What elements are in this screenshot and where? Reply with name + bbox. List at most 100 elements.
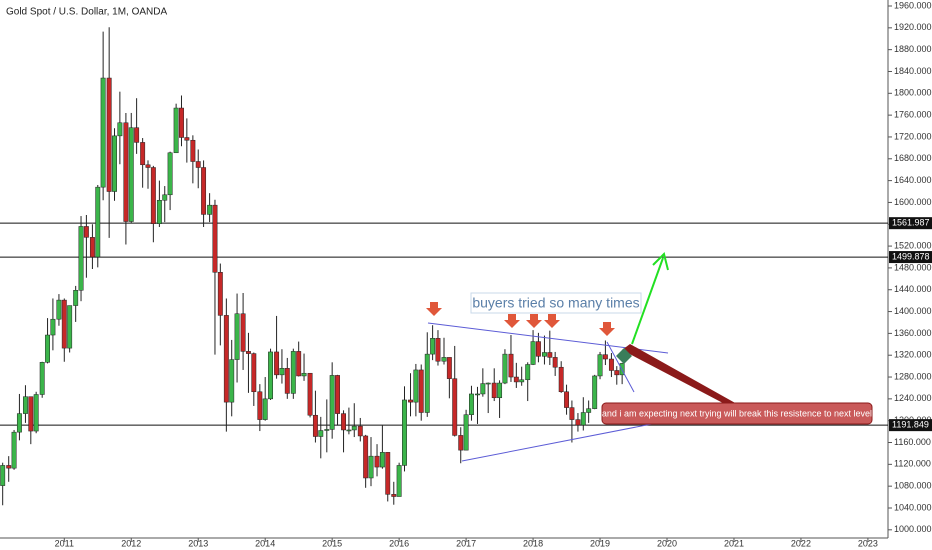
x-tick-label: 2018 [523, 538, 543, 548]
y-tick-label: 1640.000 [894, 175, 932, 185]
candle-body [430, 338, 436, 355]
y-tick-label: 1680.000 [894, 153, 932, 163]
candle-body [223, 315, 229, 403]
candle-body [28, 396, 34, 432]
candle-body [257, 391, 263, 420]
candle-body [251, 353, 257, 393]
candle-body [452, 378, 458, 436]
candle-body [268, 351, 274, 400]
candle-body [184, 137, 190, 141]
candle-body [324, 429, 330, 431]
candle-body [100, 77, 106, 188]
candle-body [123, 122, 129, 222]
y-tick-label: 1600.000 [894, 197, 932, 207]
candle-body [418, 369, 424, 413]
candle-body [207, 204, 213, 215]
candle-body [592, 375, 598, 409]
candle-body [458, 435, 464, 451]
candle-body [580, 412, 586, 426]
candle-body [217, 272, 223, 316]
annotation-text: and i am expecting next trying will brea… [602, 408, 872, 418]
price-label: 1191.849 [892, 420, 929, 430]
candle-body [402, 399, 407, 466]
candle-body [312, 414, 318, 437]
candle-body [45, 334, 50, 363]
candle-body [435, 338, 441, 362]
horizontal-lines: 1561.987 1499.878 1191.849 [0, 217, 932, 432]
candle-body [95, 186, 101, 258]
red-arrow [426, 302, 442, 316]
x-tick-label: 2016 [389, 538, 409, 548]
candle-body [296, 351, 302, 377]
candle-body [229, 359, 235, 403]
candle-body [368, 455, 374, 479]
red-arrow [526, 314, 542, 328]
y-tick-label: 1040.000 [894, 502, 932, 512]
candle-body [106, 77, 112, 192]
candle-body [586, 408, 592, 413]
candle-body [335, 375, 340, 414]
y-tick-label: 1960.000 [894, 0, 932, 10]
diamond-marker [616, 348, 632, 364]
candle-body [480, 383, 486, 395]
candle-body [525, 364, 531, 381]
support-trendline [461, 421, 663, 462]
candle-body [396, 465, 402, 497]
candle-body [469, 393, 474, 415]
candle-body [134, 127, 140, 143]
candle-body [112, 135, 117, 192]
candle-body [0, 465, 6, 486]
red-arrow [544, 314, 560, 328]
candle-body [351, 425, 357, 431]
candle-body [290, 351, 296, 394]
short-trendline [606, 341, 635, 393]
candle-body [408, 399, 413, 403]
y-tick-label: 1920.000 [894, 22, 932, 32]
candle-body [128, 127, 134, 222]
drawings: buyers tried so many times and i am expe… [426, 252, 873, 462]
candle-body [379, 452, 385, 468]
candle-body [542, 352, 547, 357]
candle-body [61, 299, 67, 349]
candle-body [50, 318, 56, 336]
y-tick-label: 1080.000 [894, 481, 932, 491]
candle-body [602, 354, 608, 360]
candle-body [33, 394, 39, 432]
candle-body [140, 142, 146, 166]
price-label-box [889, 251, 932, 264]
red-arrow [599, 322, 615, 336]
candle-body [446, 357, 452, 379]
x-tick-label: 2017 [456, 538, 476, 548]
candle-body [173, 107, 179, 154]
candle-body [363, 435, 369, 479]
candle-body [162, 194, 168, 201]
candle-body [547, 352, 553, 358]
price-label: 1561.987 [892, 218, 930, 228]
candle-body [614, 370, 620, 376]
y-tick-label: 1120.000 [894, 459, 931, 469]
candle-body [424, 353, 430, 413]
candle-body [39, 362, 45, 395]
y-tick-label: 1320.000 [894, 350, 932, 360]
candle-body [463, 414, 469, 451]
candle-body [67, 305, 73, 349]
candle-body [307, 372, 313, 416]
candle-body [391, 494, 397, 497]
candle-body [117, 122, 123, 137]
y-tick-label: 1160.000 [894, 437, 931, 447]
candle-body [569, 407, 575, 420]
y-tick-label: 1240.000 [894, 393, 932, 403]
x-tick-label: 2021 [724, 538, 744, 548]
x-axis: 2011 2012 2013 2014 2015 2016 2017 2018 2019 2020… [55, 538, 878, 548]
x-tick-label: 2020 [657, 538, 677, 548]
candle-body [374, 455, 380, 468]
candle-body [413, 369, 419, 403]
candle-body [513, 376, 519, 383]
candle-body [329, 375, 335, 430]
candle-body [179, 107, 184, 138]
candle-body [201, 167, 207, 215]
candle-body [78, 226, 84, 291]
y-tick-label: 1440.000 [894, 284, 932, 294]
candle-body [212, 204, 218, 273]
